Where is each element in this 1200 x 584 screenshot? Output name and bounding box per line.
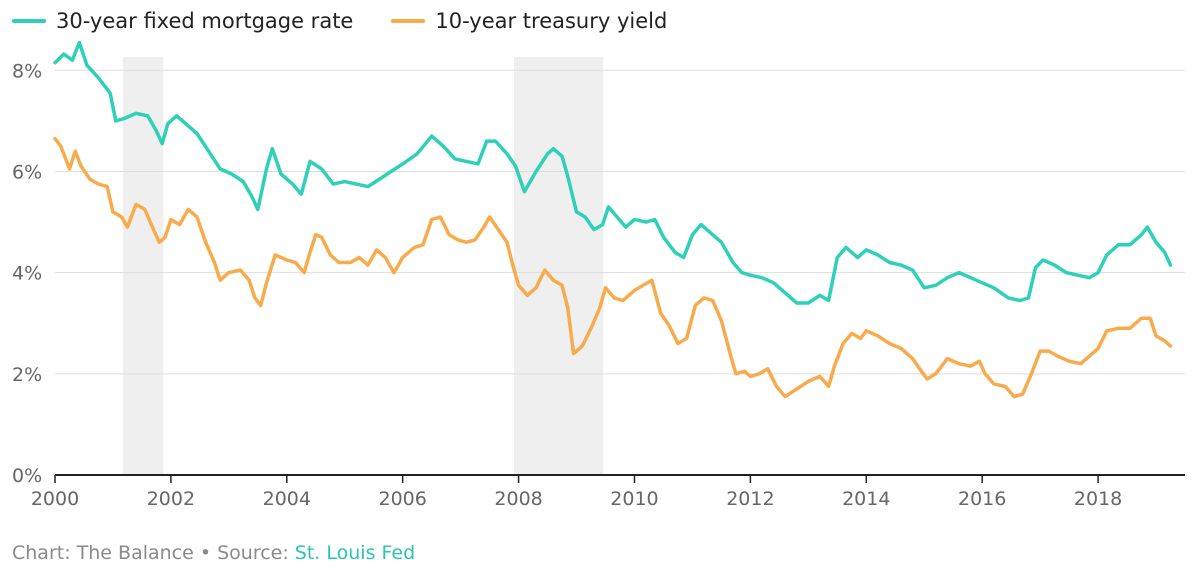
legend-swatch-treasury [391,19,426,23]
x-tick-label-2014: 2014 [842,488,890,510]
y-tick-label-2: 2% [12,364,42,386]
legend: 30-year fixed mortgage rate 10-year trea… [12,9,705,33]
legend-label-mortgage: 30-year fixed mortgage rate [56,9,354,33]
x-tick-label-2016: 2016 [958,488,1006,510]
series-line-treasury [53,136,1173,399]
y-tick-label-6: 6% [12,161,42,183]
chart-footer: Chart: The Balance • Source: St. Louis F… [12,542,415,564]
legend-swatch-mortgage [12,19,46,23]
x-tick-label-2008: 2008 [494,488,542,510]
legend-item-treasury: 10-year treasury yield [391,9,667,33]
x-tick-label-2004: 2004 [263,488,311,510]
y-tick-label-8: 8% [12,60,42,82]
source-link[interactable]: St. Louis Fed [294,542,416,564]
x-tick-label-2006: 2006 [379,488,427,510]
x-tick-label-2010: 2010 [610,488,658,510]
x-tick-label-2012: 2012 [726,488,774,510]
recession-band-0 [122,57,164,475]
y-tick-label-4: 4% [12,263,42,285]
x-axis-labels: 2000 2002 2004 2006 2008 2010 2012 2014 2016 2018 [31,488,1122,510]
x-tick-label-2000: 2000 [31,488,79,510]
x-tick-label-2018: 2018 [1074,488,1122,510]
legend-item-mortgage: 30-year fixed mortgage rate [12,9,353,33]
series-line-mortgage [53,40,1173,305]
x-tick-label-2002: 2002 [147,488,195,510]
legend-label-treasury: 10-year treasury yield [435,9,668,33]
footer-credit: Chart: The Balance • Source: [12,542,295,564]
series-lines [53,40,1173,399]
recession-bands [122,57,604,475]
y-tick-label-0: 0% [12,465,42,487]
recession-band-1 [513,57,604,475]
y-axis-labels: 0% 2% 4% 6% 8% [12,60,42,487]
